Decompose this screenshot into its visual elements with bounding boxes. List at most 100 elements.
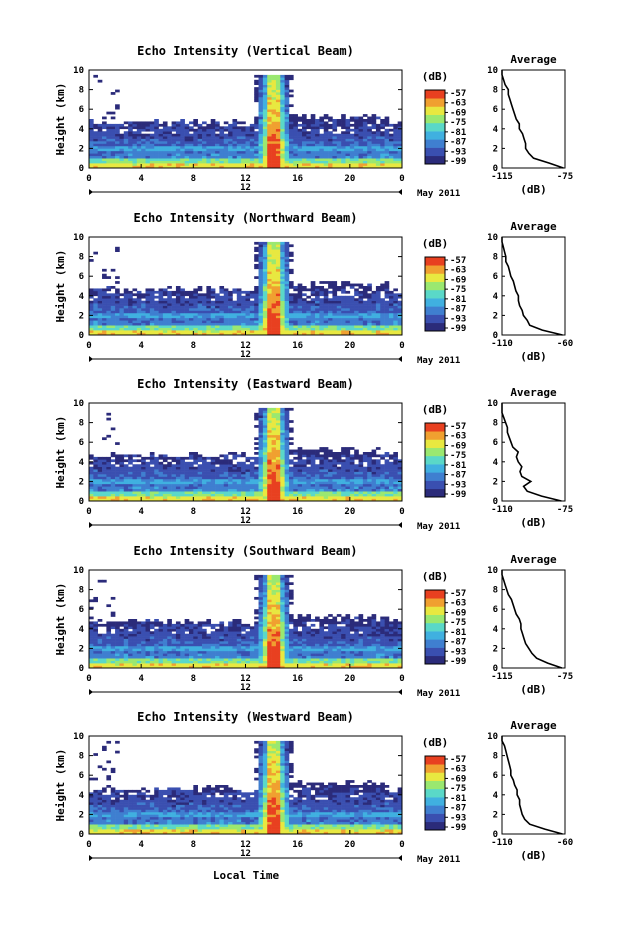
heatmap-cell — [262, 498, 268, 502]
heatmap-cell — [397, 310, 403, 314]
heatmap-cell — [315, 293, 320, 297]
heatmap-cell — [232, 153, 238, 157]
heatmap-cell — [341, 447, 346, 450]
heatmap-cell — [228, 325, 233, 328]
heatmap-cell — [306, 488, 312, 492]
heatmap-cell — [397, 459, 403, 463]
heatmap-cell — [328, 327, 333, 331]
heatmap-cell — [319, 286, 325, 289]
heatmap-cell — [219, 290, 225, 294]
heatmap-cell — [284, 141, 290, 144]
heatmap-cell — [202, 298, 207, 301]
heatmap-cell — [232, 305, 238, 309]
heatmap-cell — [128, 312, 133, 316]
heatmap-cell — [110, 454, 116, 458]
heatmap-cell — [197, 330, 203, 333]
heatmap-cell — [202, 145, 207, 149]
heatmap-cell — [258, 498, 264, 502]
heatmap-cell — [93, 638, 98, 642]
heatmap-cell — [275, 141, 281, 144]
heatmap-cell — [393, 478, 398, 482]
heatmap-cell — [336, 315, 342, 319]
profile-y-tick-label: 2 — [493, 144, 498, 154]
heatmap-cell — [354, 491, 359, 494]
heatmap-cell — [119, 300, 125, 304]
heatmap-cell — [275, 300, 281, 304]
heatmap-cell — [128, 488, 133, 492]
heatmap-cell — [345, 454, 351, 458]
heatmap-cell — [132, 454, 138, 458]
heatmap-cell — [275, 415, 281, 418]
heatmap-cell — [367, 286, 372, 289]
heatmap-cell — [319, 119, 325, 122]
heatmap-cell — [162, 148, 168, 152]
heatmap-cell — [275, 133, 281, 137]
heatmap-cell — [349, 308, 355, 311]
heatmap-cell — [280, 315, 285, 319]
heatmap-cell — [210, 128, 216, 132]
heatmap-cell — [136, 330, 142, 333]
heatmap-cell — [262, 483, 268, 487]
heatmap-cell — [332, 332, 338, 336]
heatmap-cell — [106, 145, 112, 149]
heatmap-cell — [284, 452, 290, 455]
heatmap-cell — [154, 478, 159, 482]
heatmap-cell — [119, 155, 125, 159]
heatmap-cell — [223, 148, 229, 152]
heatmap-cell — [258, 415, 264, 418]
x-tick-label: 12 — [240, 174, 251, 184]
heatmap-cell — [397, 496, 403, 499]
heatmap-cell — [397, 325, 403, 328]
heatmap-cell — [354, 327, 359, 331]
heatmap-cell — [284, 119, 290, 122]
heatmap-cell — [132, 121, 138, 125]
heatmap-cell — [145, 160, 151, 164]
heatmap-cell — [180, 312, 185, 316]
heatmap-cell — [206, 160, 212, 164]
heatmap-cell — [362, 452, 368, 455]
heatmap-cell — [297, 131, 303, 134]
heatmap-cell — [258, 471, 264, 475]
heatmap-cell — [375, 138, 381, 142]
heatmap-cell — [167, 464, 172, 467]
heatmap-cell — [262, 273, 268, 277]
heatmap-cell — [93, 596, 98, 600]
heatmap-cell — [388, 478, 394, 482]
heatmap-cell — [141, 128, 146, 132]
heatmap-cell — [97, 623, 103, 627]
heatmap-cell — [280, 439, 285, 443]
heatmap-cell — [341, 488, 346, 492]
heatmap-cell — [258, 293, 264, 297]
heatmap-cell — [219, 136, 225, 139]
heatmap-cell — [193, 325, 198, 328]
heatmap-cell — [280, 259, 285, 262]
heatmap-cell — [341, 143, 346, 147]
heatmap-cell — [97, 165, 103, 169]
heatmap-cell — [115, 663, 120, 666]
heatmap-cell — [354, 496, 359, 499]
heatmap-cell — [380, 466, 385, 470]
heatmap-cell — [375, 320, 381, 324]
heatmap-cell — [275, 77, 281, 81]
heatmap-cell — [254, 94, 259, 98]
heatmap-cell — [393, 322, 398, 326]
heatmap-cell — [293, 449, 298, 453]
heatmap-cell — [358, 488, 364, 492]
heatmap-cell — [258, 476, 264, 480]
heatmap-cell — [371, 327, 377, 331]
heatmap-cell — [210, 478, 216, 482]
heatmap-cell — [241, 305, 246, 309]
heatmap-cell — [193, 454, 198, 458]
heatmap-cell — [302, 332, 307, 336]
heatmap-cell — [175, 155, 181, 159]
heatmap-cell — [158, 310, 164, 314]
heatmap-cell — [102, 163, 107, 166]
heatmap-cell — [349, 469, 355, 472]
heatmap-cell — [119, 481, 125, 485]
heatmap-cell — [123, 621, 129, 625]
heatmap-cell — [119, 150, 125, 154]
heatmap-cell — [267, 305, 272, 309]
heatmap-cell — [262, 459, 268, 463]
heatmap-cell — [123, 663, 129, 666]
heatmap-cell — [262, 461, 268, 465]
